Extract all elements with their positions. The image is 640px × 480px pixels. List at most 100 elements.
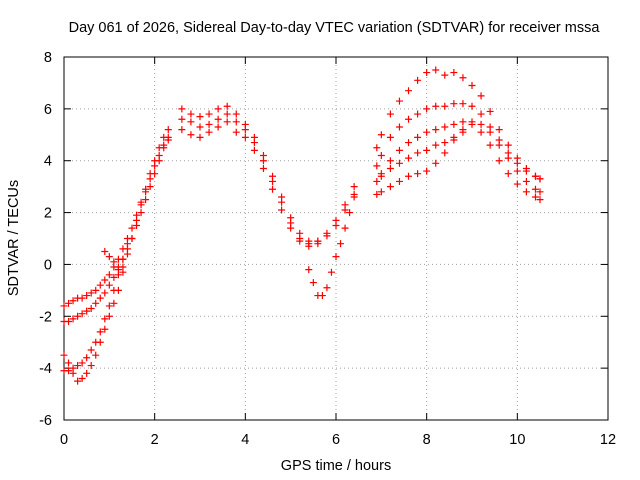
x-tick-label: 12 (600, 432, 616, 448)
data-point (423, 128, 431, 136)
data-point (205, 128, 213, 136)
data-point (531, 193, 539, 201)
data-point (395, 159, 403, 167)
data-point (305, 266, 313, 274)
data-point (522, 188, 530, 196)
x-tick-label: 8 (423, 432, 431, 448)
data-point (60, 302, 68, 310)
axis-ticks: 0 2 4 6 8 10 12 -6 -4 -2 0 2 4 6 8 (39, 50, 616, 448)
data-point (468, 118, 476, 126)
data-point (423, 105, 431, 113)
data-point (178, 115, 186, 123)
data-point (287, 224, 295, 232)
data-point (78, 359, 86, 367)
series-track-h (178, 102, 322, 245)
data-point (486, 128, 494, 136)
data-point (83, 354, 91, 362)
data-point (377, 152, 385, 160)
data-point (386, 133, 394, 141)
y-tick-label: 2 (44, 206, 52, 222)
data-point (405, 87, 413, 95)
data-point (83, 292, 91, 300)
data-points (60, 66, 544, 385)
data-point (65, 367, 73, 375)
data-point (232, 128, 240, 136)
data-point (531, 185, 539, 193)
data-point (259, 152, 267, 160)
data-point (432, 102, 440, 110)
data-point (196, 133, 204, 141)
data-point (450, 100, 458, 108)
data-point (187, 118, 195, 126)
y-tick-label: -4 (39, 361, 52, 377)
data-point (214, 105, 222, 113)
data-point (278, 206, 286, 214)
data-point (441, 139, 449, 147)
data-point (414, 76, 422, 84)
data-point (96, 294, 104, 302)
data-point (164, 133, 172, 141)
data-point (205, 120, 213, 128)
data-point (187, 131, 195, 139)
data-point (309, 279, 317, 287)
data-point (223, 110, 231, 118)
data-point (536, 175, 544, 183)
data-point (119, 263, 127, 271)
data-point (69, 364, 77, 372)
data-point (522, 177, 530, 185)
data-point (74, 362, 82, 370)
data-point (386, 157, 394, 165)
data-point (314, 237, 322, 245)
data-point (87, 362, 95, 370)
data-point (101, 276, 109, 284)
data-point (232, 118, 240, 126)
data-point (323, 232, 331, 240)
data-point (87, 289, 95, 297)
data-point (486, 107, 494, 115)
data-point (92, 351, 100, 359)
data-point (332, 222, 340, 230)
data-point (105, 302, 113, 310)
data-point (142, 188, 150, 196)
data-point (110, 286, 118, 294)
data-point (74, 312, 82, 320)
data-point (450, 69, 458, 77)
data-point (513, 159, 521, 167)
data-point (151, 162, 159, 170)
data-point (459, 100, 467, 108)
data-point (250, 146, 258, 154)
data-point (495, 126, 503, 134)
data-point (341, 224, 349, 232)
y-tick-label: -6 (39, 413, 52, 429)
data-point (332, 253, 340, 261)
data-point (105, 312, 113, 320)
data-point (477, 110, 485, 118)
data-point (196, 113, 204, 121)
data-point (504, 154, 512, 162)
data-point (414, 170, 422, 178)
series-track-e (101, 247, 127, 271)
data-point (269, 172, 277, 180)
data-point (450, 136, 458, 144)
data-point (241, 133, 249, 141)
data-point (92, 338, 100, 346)
data-point (296, 229, 304, 237)
y-tick-label: 8 (44, 50, 52, 66)
data-point (395, 177, 403, 185)
data-point (405, 115, 413, 123)
data-point (92, 286, 100, 294)
data-point (78, 375, 86, 383)
data-point (513, 167, 521, 175)
data-point (405, 154, 413, 162)
series-track-d (60, 133, 172, 310)
series-track-k (373, 100, 544, 183)
data-point (504, 170, 512, 178)
data-point (441, 149, 449, 157)
data-point (477, 128, 485, 136)
data-point (377, 172, 385, 180)
data-point (178, 105, 186, 113)
data-point (105, 253, 113, 261)
data-point (96, 328, 104, 336)
data-point (187, 110, 195, 118)
